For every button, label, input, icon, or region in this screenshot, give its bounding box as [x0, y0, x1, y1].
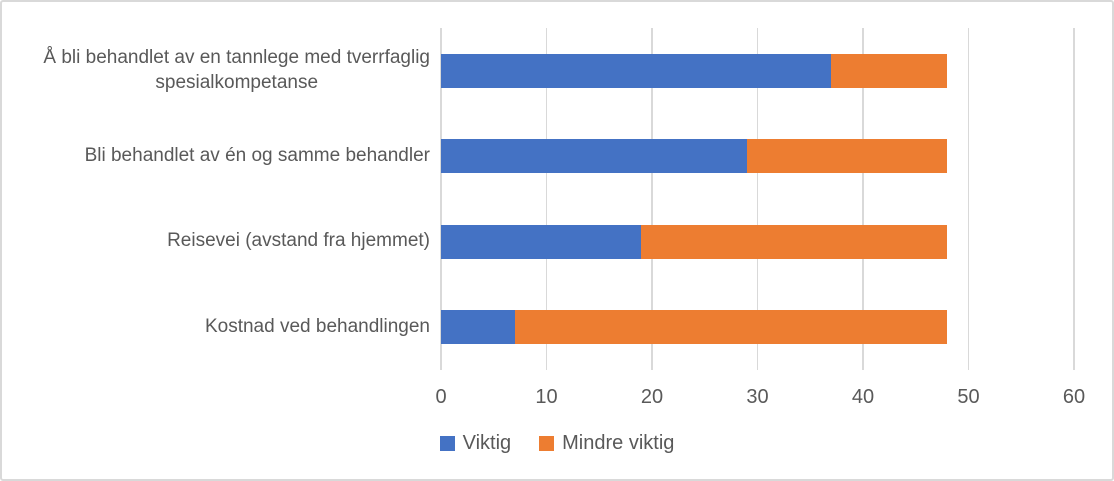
legend-swatch-mindre-viktig-icon — [539, 436, 555, 451]
gridline — [651, 28, 653, 370]
gridline — [545, 28, 548, 370]
gridline — [440, 28, 442, 370]
category-label-text: Å bli behandlet av en tannlege med tverr… — [43, 47, 430, 93]
category-label: Å bli behandlet av en tannlege med tverr… — [2, 28, 430, 114]
bar-row — [441, 139, 948, 174]
x-axis-tick-label: 40 — [851, 386, 875, 408]
bar-segment-viktig — [441, 139, 747, 174]
legend: Viktig Mindre viktig — [2, 432, 1112, 455]
category-label-text: Kostnad ved behandlingen — [204, 315, 430, 337]
legend-item-mindre-viktig: Mindre viktig — [539, 432, 674, 455]
legend-item-viktig: Viktig — [439, 432, 512, 455]
bar-row — [441, 53, 948, 88]
x-axis-tick-label: 50 — [957, 386, 980, 408]
bar-segment-mindre-viktig — [831, 53, 948, 88]
gridline — [967, 28, 970, 370]
x-axis-tick-label: 30 — [746, 386, 769, 408]
category-label: Reisevei (avstand fra hjemmet) — [2, 199, 430, 285]
category-label: Bli behandlet av én og samme behandler — [2, 114, 430, 200]
x-axis-tick-label: 60 — [1062, 386, 1086, 408]
bar-segment-mindre-viktig — [641, 224, 948, 259]
bar-row — [441, 224, 948, 259]
bar-row — [441, 310, 948, 345]
gridline — [862, 28, 864, 370]
gridline — [756, 28, 759, 370]
category-label-text: Reisevei (avstand fra hjemmet) — [167, 230, 430, 252]
bar-segment-viktig — [441, 310, 515, 345]
legend-label-mindre-viktig: Mindre viktig — [562, 432, 675, 454]
x-axis-tick-label: 0 — [435, 386, 447, 408]
gridline — [1073, 28, 1075, 370]
x-axis-tick-label: 20 — [640, 386, 664, 408]
legend-label-viktig: Viktig — [462, 432, 512, 454]
bar-segment-mindre-viktig — [514, 310, 948, 345]
bar-segment-viktig — [441, 53, 832, 88]
category-label-text: Bli behandlet av én og samme behandler — [84, 144, 430, 166]
bar-segment-mindre-viktig — [746, 139, 948, 174]
legend-swatch-viktig-icon — [439, 436, 455, 451]
bar-segment-viktig — [441, 224, 642, 259]
category-label: Kostnad ved behandlingen — [2, 285, 430, 371]
x-axis-tick-label: 10 — [535, 386, 558, 408]
